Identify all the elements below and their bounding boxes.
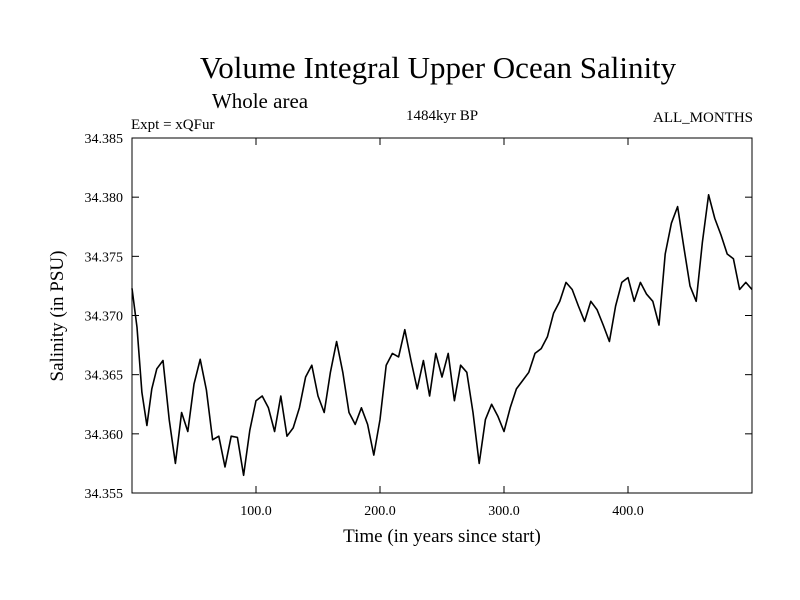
y-tick-label: 34.360 xyxy=(85,428,124,443)
salinity-series-line xyxy=(131,194,753,477)
y-axis-label: Salinity (in PSU) xyxy=(47,251,68,382)
plot-frame xyxy=(131,137,753,494)
y-tick-label: 34.380 xyxy=(85,191,124,206)
months-label: ALL_MONTHS xyxy=(653,110,753,126)
y-tick-label: 34.370 xyxy=(85,310,124,325)
x-tick-label: 200.0 xyxy=(364,504,396,519)
x-tick-label: 400.0 xyxy=(612,504,644,519)
x-tick-label: 100.0 xyxy=(240,504,272,519)
chart-title: Volume Integral Upper Ocean Salinity xyxy=(200,50,677,85)
x-tick-label: 300.0 xyxy=(488,504,520,519)
y-tick-label: 34.365 xyxy=(85,369,124,384)
y-tick-label: 34.375 xyxy=(85,250,124,265)
experiment-label: Expt = xQFur xyxy=(131,117,214,133)
y-tick-label: 34.385 xyxy=(85,132,124,147)
period-label: 1484kyr BP xyxy=(406,108,478,124)
y-axis-ticks: 34.355 34.360 34.365 34.370 34.375 34.380 34.3… xyxy=(85,132,752,502)
x-axis-ticks: 100.0 200.0 300.0 400.0 xyxy=(240,138,644,519)
chart-subtitle: Whole area xyxy=(212,89,309,113)
x-axis-label: Time (in years since start) xyxy=(343,526,541,547)
y-tick-label: 34.355 xyxy=(85,487,124,502)
